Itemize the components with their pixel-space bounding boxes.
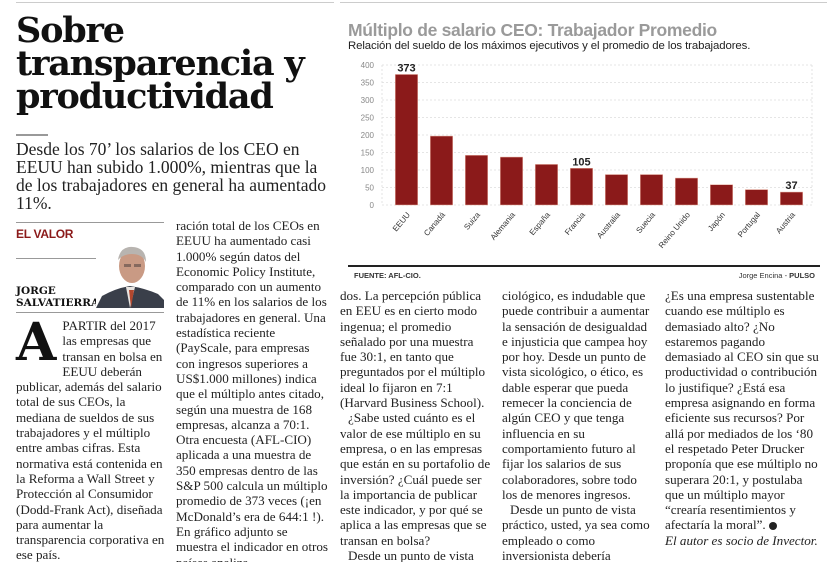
col3-paragraph-1: dos. La percepción pública en EEU es en … [340,288,486,411]
section-divider-bottom [16,312,164,313]
y-tick-label: 50 [365,184,374,193]
x-tick-label: EEUU [391,210,412,233]
col5-paragraph-1: ¿Es una empresa sustentable cuando ese m… [665,288,819,533]
column-3: dos. La percepción pública en EEU es en … [340,288,492,562]
col1-paragraph-1: A PARTIR del 2017 las empresas que transa… [16,312,165,562]
x-tick-label: España [528,210,553,237]
bar [430,135,453,206]
col4-paragraph-2: Desde un punto de vista práctico, usted,… [502,502,650,562]
col3-paragraph-2: ¿Sabe usted cuánto es el valor de ese mú… [340,410,491,548]
bar [395,74,418,206]
bar [605,174,628,206]
bar [535,164,558,206]
x-tick-label: Portugal [736,210,762,239]
x-tick-label: Canadá [422,210,447,238]
bar [675,177,698,206]
chart-bottom-rule [348,265,820,267]
y-tick-label: 350 [361,79,375,88]
y-tick-label: 0 [370,201,375,210]
section-divider-top [16,222,164,223]
y-tick-label: 300 [361,96,375,105]
chart-credit-name: Jorge Encina [738,271,783,280]
deck: Desde los 70’ los salarios de los CEO en… [16,139,327,213]
top-rule-chart [340,2,827,3]
chart-plot: 0 50 100 150 200 250 300 350 400 EEUU 373 Canadá Sui… [361,61,813,250]
bar [640,174,663,206]
chart-title: Múltiplo de salario CEO: Trabajador Prom… [348,20,717,40]
bar [780,191,803,206]
x-tick-label: Francia [563,210,587,237]
data-label: 373 [397,62,415,74]
chart-credit-outlet: PULSO [789,271,815,280]
chart-credit: Jorge Encina - PULSO [738,271,815,280]
data-label: 105 [572,156,590,168]
end-mark-icon [768,522,777,531]
headline: Sobre transparencia y productividad [16,10,305,117]
drop-cap: A [16,312,57,373]
deck-divider [16,134,48,136]
bar [710,184,733,206]
author-name: JORGE SALVATIERRA [16,285,99,309]
section-label: EL VALOR [16,227,74,241]
bar [745,189,768,206]
top-rule [16,2,334,3]
y-tick-label: 200 [361,131,375,140]
bar [465,155,488,206]
y-tick-label: 400 [361,61,375,70]
col2-paragraph-1: ración total de los CEOs en EEUU ha aume… [176,218,328,562]
col4-paragraph-1: ciológico, es indudable que puede contri… [502,288,650,502]
data-label: 37 [785,180,797,192]
column-2: ración total de los CEOs en EEUU ha aume… [176,218,328,562]
x-tick-label: Alemania [489,210,518,242]
x-tick-label: Austria [774,210,797,235]
author-first-name: JORGE [16,285,56,297]
column-4: ciológico, es indudable que puede contri… [502,288,654,562]
bar [570,168,593,206]
author-byline: El autor es socio de Invector. [665,532,818,548]
bar [500,156,523,206]
chart-subtitle: Relación del sueldo de los máximos ejecu… [348,40,751,52]
author-last-name: SALVATIERRA [16,297,100,309]
author-photo [96,240,164,308]
x-tick-label: Suecia [634,210,657,235]
y-tick-label: 250 [361,114,375,123]
section-divider-mid [16,258,164,259]
y-tick-label: 100 [361,166,375,175]
y-tick-label: 150 [361,149,375,158]
col3-paragraph-3: Desde un punto de vista so- [348,548,474,562]
column-5: ¿Es una empresa sustentable cuando ese m… [665,288,820,548]
x-tick-label: Australia [595,210,622,240]
chart: Múltiplo de salario CEO: Trabajador Prom… [340,0,827,290]
column-1: A PARTIR del 2017 las empresas que transa… [16,312,166,562]
x-tick-label: Reino Unido [657,210,693,250]
x-tick-label: Japón [706,211,727,233]
chart-source: FUENTE: AFL-CIO. [354,271,421,280]
x-tick-label: Suiza [462,210,482,232]
